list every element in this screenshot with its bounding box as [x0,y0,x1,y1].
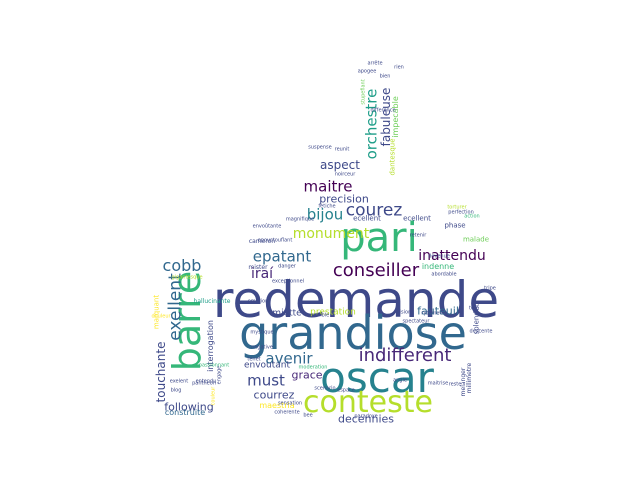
cloud-word: maitre [303,177,353,196]
cloud-word: pari [340,215,418,261]
cloud-word: grandiose [239,306,467,360]
cloud-word: iraí [250,266,274,282]
cloud-word: mister [248,264,268,271]
cloud-word: coherente [274,409,300,416]
cloud-word: fetiche [318,203,336,210]
cloud-word: prestation [310,307,356,318]
cloud-word: epoustouflant [257,237,293,244]
cloud-word: marquant [152,294,161,330]
cloud-word: couleur [210,386,217,406]
cloud-word: ensemble [304,312,330,319]
cloud-word: construite [164,408,206,417]
cloud-word: tripe [484,285,496,292]
cloud-word: pantheon [192,380,216,387]
cloud-word: ecellent [403,214,431,223]
cloud-word: oscar [320,353,434,402]
cloud-word: conseiller [332,260,420,281]
cloud-word: espace [337,387,355,394]
cloud-word: exellent [165,273,186,341]
cloud-word: action [464,213,480,220]
cloud-word: malade [462,235,490,244]
cloud-word: tete [468,305,480,312]
cloud-word: fauteuil [417,304,459,318]
cloud-word: bijou [306,205,344,224]
cloud-word: negative [251,344,273,351]
cloud-word: apogee [357,68,377,75]
cloud-word: indifferent [358,345,452,366]
cloud-word: paradoxe [354,413,378,420]
cloud-word: danger [278,263,296,270]
cloud-word: gigantesque [171,274,203,281]
cloud-word: cameron [248,238,276,245]
cloud-word: emotion [247,298,269,305]
cloud-word: must [247,371,285,390]
cloud-word: passionnant [198,362,230,369]
cloud-word: magnifique [285,216,315,223]
cloud-word: angle [393,377,407,384]
cloud-word: courez [345,200,403,221]
cloud-word: rien [394,64,404,71]
cloud-word: difference [370,107,396,114]
cloud-word: conteste [303,385,433,420]
cloud-word: noirceur [334,171,356,178]
cloud-word: arrête [367,60,383,67]
cloud-word: impecable [391,96,400,138]
cloud-word: descente [469,328,493,335]
cloud-word: redemande [212,271,500,329]
cloud-word: avenir [265,349,313,368]
cloud-word: vision [396,309,412,316]
cloud-word: retenir [409,232,427,239]
cloud-word: ecellent [353,214,381,223]
cloud-word: entendu [195,378,217,385]
cloud-word: following [164,400,214,414]
cloud-word: envoûtante [252,223,282,230]
cloud-word: envoutant [243,360,291,371]
cloud-word: bee [303,412,313,419]
cloud-word: moderation [298,364,328,371]
cloud-word: grace [291,368,323,382]
cloud-word: decennies [337,412,395,426]
cloud-word: indenne [421,262,455,271]
cloud-word: aspect [320,158,360,172]
cloud-word: epatant [252,247,312,266]
cloud-word: tenet [247,356,261,363]
cloud-word: cobb [162,256,202,275]
cloud-word: perfection [448,209,474,216]
cloud-word: sensation [277,400,303,407]
cloud-word: reunit [334,146,350,153]
cloud-word: exelent [169,378,189,385]
cloud-word: precision [319,192,369,206]
cloud-word: suspense [308,144,332,151]
cloud-word: touchante [154,341,168,403]
cloud-word: hallucinante [193,298,231,305]
cloud-word: rythmee [421,310,443,317]
cloud-word: stupefiant [360,79,367,105]
cloud-word: devenue [428,253,450,260]
cloud-word: courrez [253,388,295,402]
cloud-word: maestria [259,401,295,410]
cloud-word: mystique [250,329,274,336]
cloud-word: abordable [431,271,457,278]
cloud-word: dantesque [388,138,397,176]
cloud-word: millimetre [466,362,473,394]
cloud-word: spectateur [402,318,430,325]
cloud-word: exceptionnel [271,278,305,285]
cloud-word: miette [272,308,302,319]
cloud-word: orchestre [362,88,381,160]
cloud-word: douleur [151,313,171,320]
cloud-word: monument [292,226,370,242]
cloud-word: blog [170,387,182,394]
cloud-word: phase [444,221,466,230]
cloud-word: scenario [314,385,336,392]
cloud-word: reste [448,381,462,388]
cloud-word: maitrise [427,380,449,387]
cloud-word: bien [379,73,391,80]
cloud-word: inattendu [418,248,486,264]
cloud-word: torturer [447,204,467,211]
